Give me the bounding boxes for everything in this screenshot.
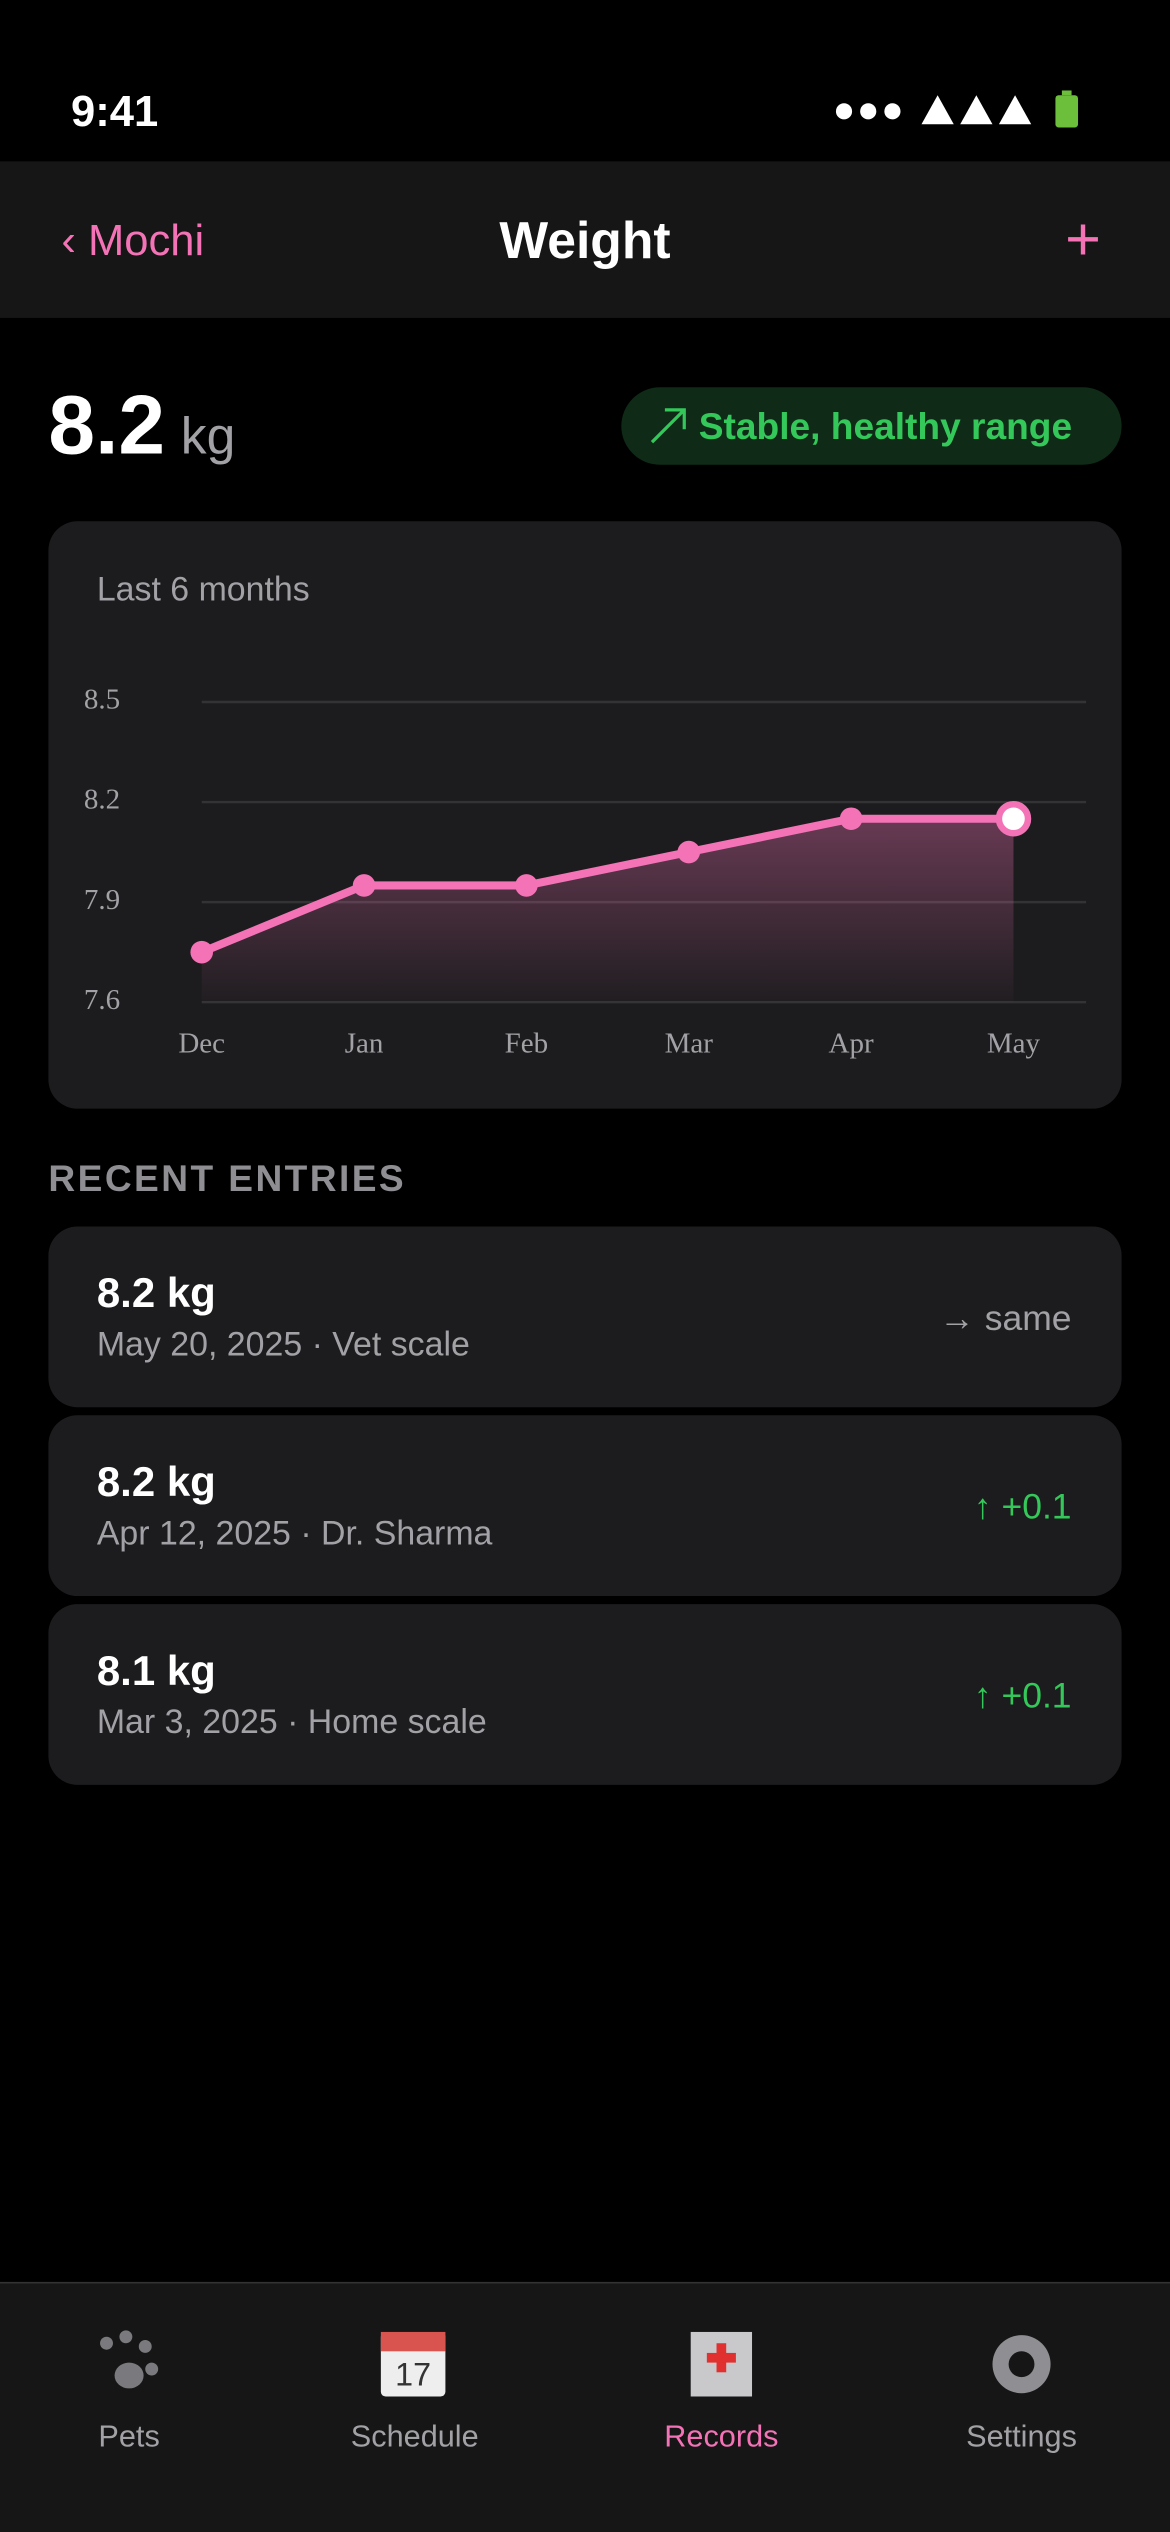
x-tick-label: Jan xyxy=(345,1027,384,1059)
tab-label[interactable]: Records xyxy=(664,2420,779,2455)
tab-icons: 17 xyxy=(100,2330,1051,2397)
entry-weight: 8.2 kg xyxy=(96,1457,216,1506)
svg-text:17: 17 xyxy=(395,2357,431,2393)
entry-card[interactable]: 8.2 kg May 20, 2025 · Vet scale → same xyxy=(48,1226,1122,1408)
x-tick-label: Dec xyxy=(178,1027,225,1059)
nav-bar xyxy=(0,161,1170,318)
entry-detail: Apr 12, 2025 · Dr. Sharma xyxy=(96,1515,493,1553)
point xyxy=(352,874,376,897)
x-tick-label: May xyxy=(987,1027,1041,1059)
y-tick-label: 7.6 xyxy=(84,984,120,1016)
y-tick-label: 8.5 xyxy=(84,684,120,716)
badge-text: Stable, healthy range xyxy=(698,405,1073,448)
section-heading: RECENT ENTRIES xyxy=(48,1157,407,1200)
tab-label[interactable]: Pets xyxy=(98,2420,160,2455)
point xyxy=(839,807,863,831)
entry-weight: 8.2 kg xyxy=(96,1268,216,1317)
entry-card[interactable]: 8.1 kg Mar 3, 2025 · Home scale ↑ +0.1 xyxy=(48,1604,1122,1785)
entry-detail: Mar 3, 2025 · Home scale xyxy=(96,1704,487,1742)
entry-change: → same xyxy=(939,1297,1072,1338)
x-tick-label: Mar xyxy=(665,1027,714,1059)
x-tick-label: Feb xyxy=(505,1027,549,1059)
y-tick-label: 8.2 xyxy=(84,784,120,816)
point xyxy=(515,874,538,897)
chart-title: Last 6 months xyxy=(96,571,310,609)
tab-bar xyxy=(0,2281,1170,2532)
back-button[interactable]: ‹ Mochi xyxy=(61,216,205,265)
tab-label[interactable]: Settings xyxy=(966,2420,1077,2455)
x-tick-label: Apr xyxy=(829,1027,874,1059)
weight-unit: kg xyxy=(180,406,236,465)
chart-card: Last 6 months 7.6 7.9 8.2 8.5 Dec Jan Feb Mar Ap… xyxy=(48,521,1122,1109)
area xyxy=(201,818,1014,1003)
status-icons xyxy=(835,90,1079,128)
entry-weight: 8.1 kg xyxy=(96,1646,216,1695)
add-button[interactable]: + xyxy=(1065,206,1101,275)
chart: 7.6 7.9 8.2 8.5 Dec Jan Feb Mar Apr May xyxy=(84,684,1087,1059)
badge-arrow xyxy=(650,408,686,444)
point xyxy=(190,940,214,964)
line xyxy=(200,814,1014,956)
entry-change: ↑ +0.1 xyxy=(973,1486,1072,1527)
status-badge: Stable, healthy range xyxy=(621,387,1122,465)
entry-detail: May 20, 2025 · Vet scale xyxy=(96,1326,470,1364)
entry-card[interactable]: 8.2 kg Apr 12, 2025 · Dr. Sharma ↑ +0.1 xyxy=(48,1415,1122,1597)
tab-label[interactable]: Schedule xyxy=(350,2420,479,2455)
point xyxy=(995,800,1032,837)
point xyxy=(677,840,701,864)
y-tick-label: 7.9 xyxy=(84,884,120,916)
back-label[interactable]: Mochi xyxy=(87,216,205,265)
status-time: 9:41 xyxy=(71,87,159,136)
entry-change: ↑ +0.1 xyxy=(973,1675,1072,1716)
nav-title: Weight xyxy=(499,211,671,270)
current-weight: 8.2 xyxy=(48,379,166,473)
